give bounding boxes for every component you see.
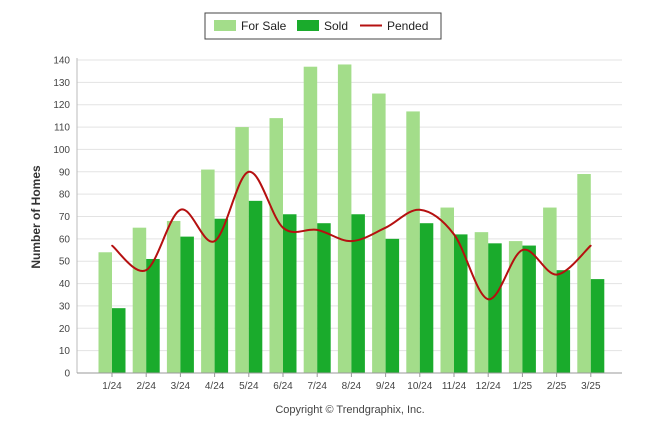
x-tick-label: 3/24 [171,381,191,392]
axis-labels: 0 10 20 30 40 50 60 70 80 90 100 110 120 130 140 1/24 2/… [53,56,601,393]
legend-label-pended: Pended [387,19,428,33]
bar-for-sale [98,252,112,373]
bar-for-sale [474,232,489,373]
legend-box [204,12,442,40]
copyright-text: Copyright © Trendgraphix, Inc. [275,404,424,416]
legend-label-sold: Sold [324,19,348,33]
bar-sold [248,200,263,373]
bar-sold [590,279,605,373]
bar-for-sale [543,207,557,373]
y-tick-label: 50 [59,257,71,268]
legend-label-for-sale: For Sale [241,19,287,33]
bar-sold [556,270,571,373]
pended-point [248,170,250,173]
x-tick-label: 11/24 [442,381,467,392]
bar-for-sale [166,220,181,373]
bar-for-sale [440,207,454,373]
bar-for-sale [269,118,283,373]
pended-point [590,244,592,247]
x-tick-label: 9/24 [376,381,396,392]
x-tick-label: 1/25 [513,381,533,392]
x-tick-label: 8/24 [342,381,362,392]
bar-sold [385,238,400,373]
y-tick-label: 10 [59,346,71,357]
y-tick-label: 40 [59,279,71,290]
bar-for-sale [372,93,386,374]
bar-for-sale [132,227,147,373]
pended-point [145,269,147,271]
y-tick-label: 90 [59,167,71,178]
bars [98,64,605,374]
y-tick-label: 100 [53,145,70,156]
legend: For Sale Sold Pended [204,12,442,40]
legend-swatch-sold [297,20,319,31]
bar-for-sale [508,241,523,373]
pended-point [419,208,421,211]
pended-point [213,240,216,242]
pended-point [282,226,284,229]
pended-point [384,226,387,229]
x-tick-label: 3/25 [581,381,601,392]
y-tick-label: 20 [59,324,71,335]
bar-sold [419,223,434,373]
y-tick-label: 120 [53,100,70,111]
bar-for-sale [337,64,352,373]
x-tick-label: 5/24 [239,381,259,392]
y-axis-title: Number of Homes [29,165,43,269]
pended-point [350,240,353,242]
x-tick-label: 2/25 [547,381,567,392]
bar-for-sale [577,174,591,373]
x-tick-label: 7/24 [307,381,327,392]
bar-sold [454,234,468,373]
axes [76,58,622,377]
pended-point [521,249,524,251]
y-tick-label: 140 [53,56,70,67]
y-tick-label: 130 [53,78,70,89]
bar-sold [180,236,194,373]
bar-for-sale [406,111,420,374]
x-tick-label: 6/24 [273,381,293,392]
x-tick-label: 4/24 [205,381,225,392]
bar-for-sale [303,66,318,373]
y-tick-label: 80 [59,190,71,201]
bar-sold [214,218,229,373]
y-tick-label: 70 [59,212,71,223]
bar-sold [522,245,536,373]
pended-point [111,244,113,247]
y-tick-label: 110 [54,123,70,134]
bar-sold [317,223,331,373]
pended-point [316,229,319,231]
pended-point [487,298,490,301]
x-tick-label: 1/24 [102,381,122,392]
bar-sold [146,258,160,373]
pended-point [555,273,558,276]
bar-for-sale [235,127,249,373]
bar-sold [351,214,365,373]
y-tick-label: 30 [59,301,71,312]
x-tick-label: 2/24 [136,381,156,392]
bar-sold [283,214,297,373]
pended-point [453,233,455,236]
bar-for-sale [201,169,215,373]
x-tick-label: 10/24 [407,381,432,392]
y-tick-label: 0 [64,369,70,380]
bar-sold [488,243,502,373]
bar-sold [112,308,126,373]
legend-swatch-for-sale [214,20,236,31]
pended-line-layer [111,170,592,301]
y-tick-label: 60 [59,234,71,245]
pended-point [179,208,182,211]
x-tick-label: 12/24 [476,381,501,392]
pended-line [111,170,592,301]
